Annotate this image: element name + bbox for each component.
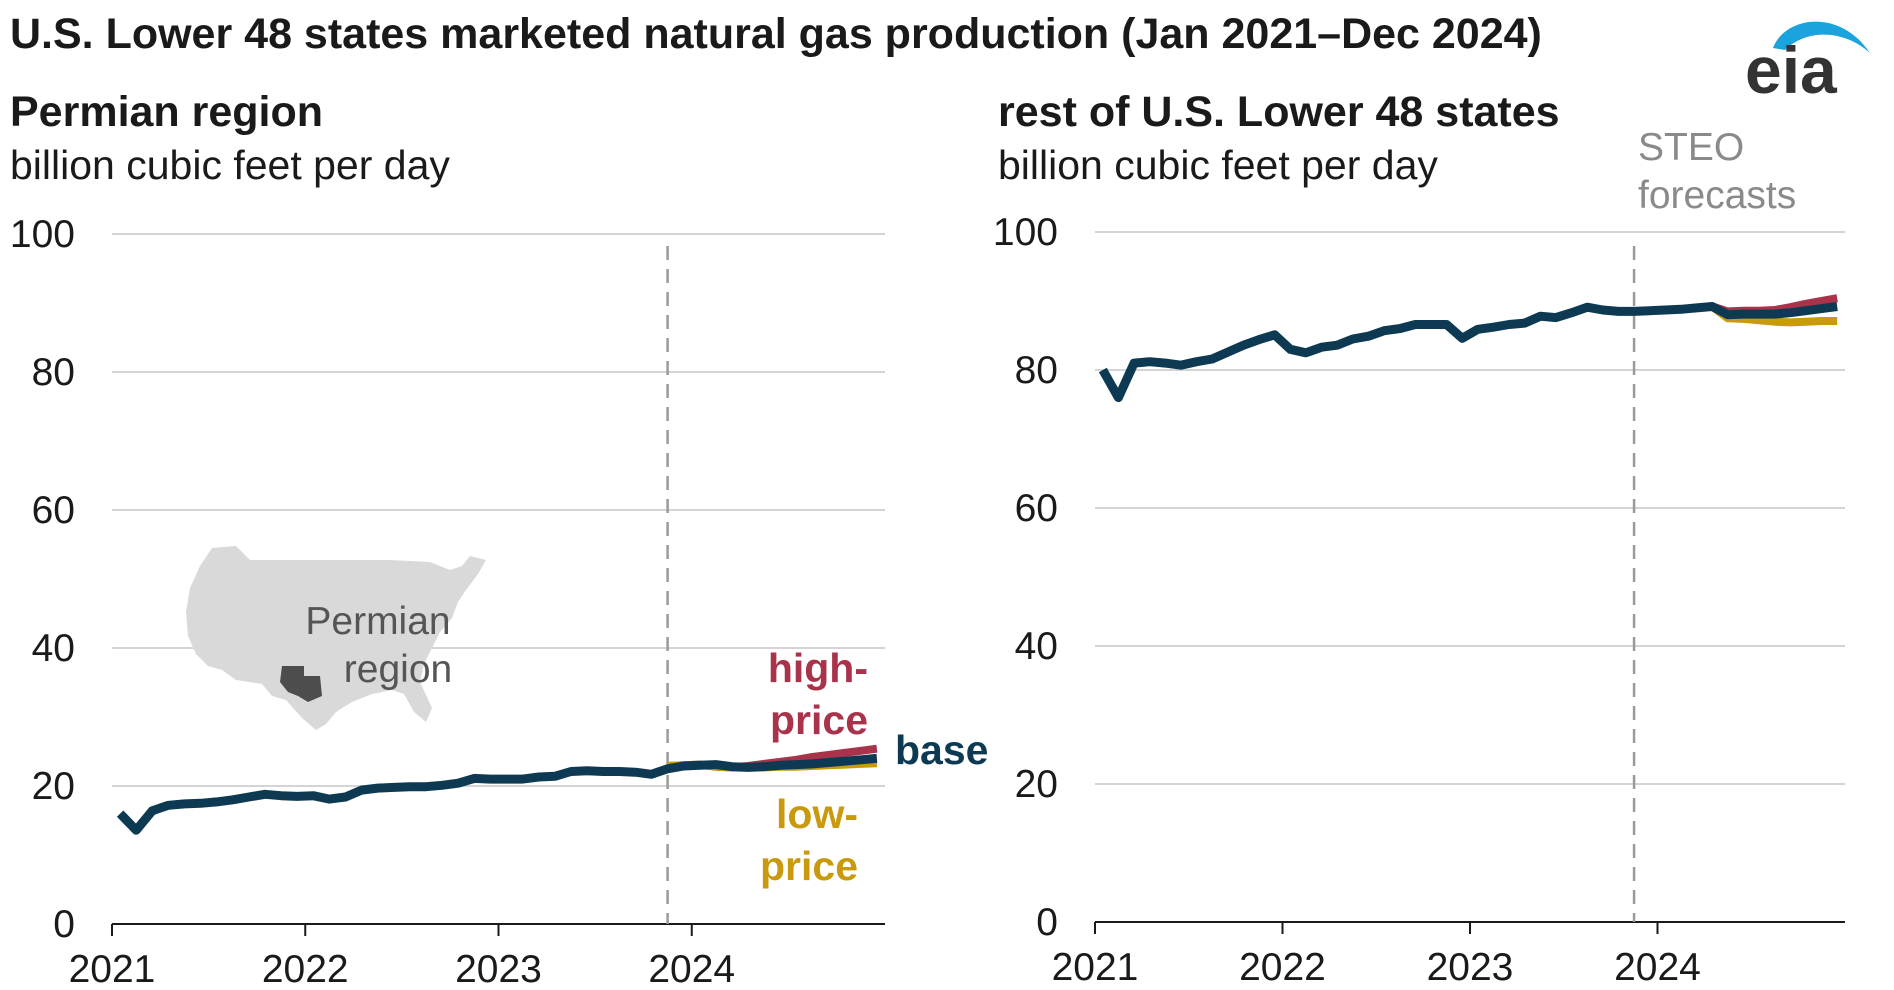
right-series-base	[1098, 302, 1838, 403]
left-x-tick-label: 2021	[69, 948, 156, 990]
right-panel-unit: billion cubic feet per day	[998, 142, 1438, 188]
eia-logo-text: eia	[1745, 33, 1838, 103]
left-y-tick-label: 100	[10, 213, 75, 256]
right-y-tick-label: 0	[1036, 901, 1058, 944]
us-map-inset: Permian region	[186, 546, 486, 730]
left-y-tick-label: 40	[32, 627, 75, 670]
right-x-tick-label: 2021	[1052, 946, 1139, 989]
left-x-tick-label: 2023	[455, 948, 542, 990]
high-price-label-line1: high-	[768, 645, 868, 691]
left-y-tick-label: 0	[53, 903, 75, 946]
right-y-tick-label: 80	[1015, 349, 1058, 392]
left-y-tick-label: 20	[32, 765, 75, 808]
left-series-base	[116, 753, 878, 835]
right-y-tick-label: 20	[1015, 763, 1058, 806]
right-chart: 0 20 40 60 80 100 2021 2022 2023 2024	[993, 211, 1845, 989]
right-y-tick-label: 40	[1015, 625, 1058, 668]
us-map-icon	[186, 546, 486, 730]
steo-label-line2: forecasts	[1638, 174, 1796, 217]
left-panel-title: Permian region	[10, 88, 324, 136]
low-price-label-line1: low-	[776, 791, 858, 837]
left-x-tick-label: 2022	[262, 948, 349, 990]
right-y-tick-label: 100	[993, 211, 1058, 254]
right-x-tick-label: 2022	[1239, 946, 1326, 989]
low-price-label-line2: price	[760, 843, 858, 889]
right-x-tick-label: 2023	[1427, 946, 1514, 989]
eia-logo: eia	[1745, 21, 1870, 103]
left-panel-unit: billion cubic feet per day	[10, 142, 450, 188]
left-chart: 0 20 40 60 80 100 2021 2022 2023 2024	[10, 213, 885, 990]
steo-label-line1: STEO	[1638, 126, 1744, 169]
right-y-tick-label: 60	[1015, 487, 1058, 530]
left-y-tick-label: 80	[32, 351, 75, 394]
right-x-tick-label: 2024	[1614, 946, 1701, 989]
right-panel-title: rest of U.S. Lower 48 states	[998, 88, 1560, 136]
map-label-region: region	[344, 648, 452, 691]
left-x-tick-label: 2024	[648, 948, 735, 990]
permian-region-icon	[280, 666, 322, 702]
left-y-tick-label: 60	[32, 489, 75, 532]
high-price-label-line2: price	[770, 697, 868, 743]
map-label-permian: Permian	[305, 600, 450, 643]
base-label: base	[895, 727, 988, 773]
chart-title: U.S. Lower 48 states marketed natural ga…	[10, 10, 1542, 58]
eia-logo-swoosh-icon	[1773, 21, 1870, 53]
